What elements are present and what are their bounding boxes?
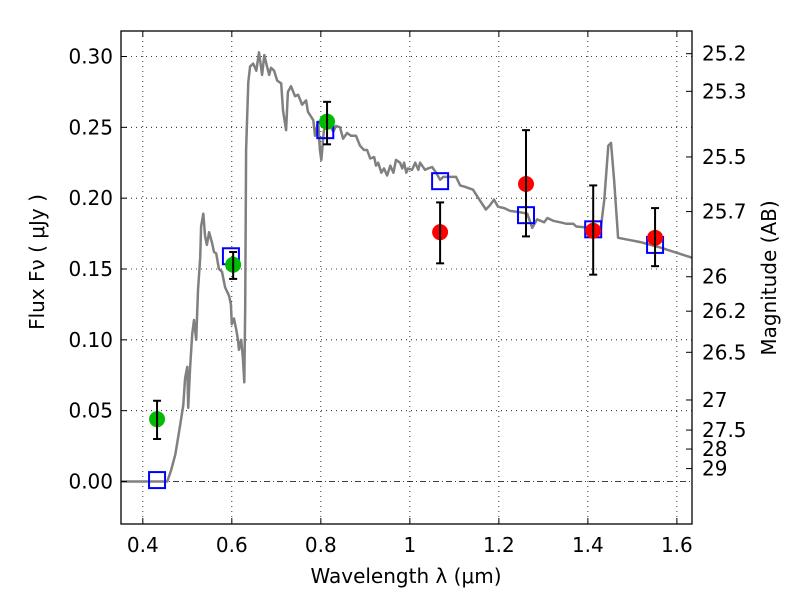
x-tick-label: 0.6 (216, 533, 248, 557)
y-tick-label: 0.30 (68, 45, 113, 69)
right-axis-label: Magnitude (AB) (757, 200, 781, 355)
magnitude-tick-label: 25.2 (702, 42, 747, 66)
spectrum-line (121, 51, 693, 483)
magnitude-tick-label: 26 (702, 265, 727, 289)
x-tick-label: 1.6 (661, 533, 693, 557)
plot-frame (120, 30, 693, 525)
y-tick-label: 0.05 (68, 399, 113, 423)
y-axis-label: Flux Fν ( μJy ) (25, 194, 49, 330)
x-tick-label: 1 (403, 533, 416, 557)
y-tick-label: 0.20 (68, 186, 113, 210)
x-tick-label: 1.2 (483, 533, 515, 557)
grid (121, 31, 692, 524)
x-tick-label: 0.8 (305, 533, 337, 557)
y-tick-label: 0.10 (68, 328, 113, 352)
model-square-marker (148, 471, 167, 490)
magnitude-tick-label: 27 (702, 388, 727, 412)
x-tick-label: 0.4 (127, 533, 159, 557)
x-tick-label: 1.4 (572, 533, 604, 557)
model-square-marker (431, 172, 450, 191)
y-tick-label: 0.15 (68, 257, 113, 281)
magnitude-tick-label: 25.3 (702, 79, 747, 103)
markers (148, 100, 665, 490)
magnitude-tick-label: 25.7 (702, 200, 747, 224)
magnitude-tick-label: 25.5 (702, 145, 747, 169)
x-axis-ticks: 0.4 0.6 0.8 1 1.2 1.4 1.6 (127, 31, 693, 557)
magnitude-tick-label: 27.5 (702, 418, 747, 442)
y-axis-ticks: 0.00 0.05 0.10 0.15 0.20 0.25 0.30 (68, 45, 127, 494)
y-tick-label: 0.25 (68, 115, 113, 139)
spectrum (121, 51, 693, 483)
magnitude-tick-label: 29 (702, 457, 727, 481)
y-tick-label: 0.00 (68, 470, 113, 494)
magnitude-tick-label: 26.2 (702, 299, 747, 323)
magnitude-tick-label: 28 (702, 437, 727, 461)
x-axis-label: Wavelength λ (μm) (310, 564, 501, 588)
magnitude-tick-label: 26.5 (702, 340, 747, 364)
